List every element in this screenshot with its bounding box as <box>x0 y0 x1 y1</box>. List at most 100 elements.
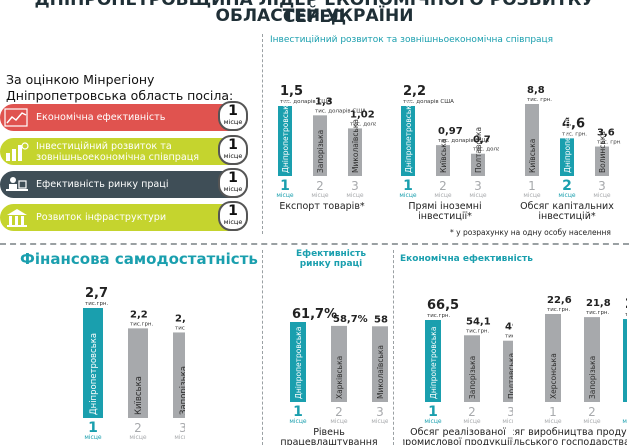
category-label-1: Київська <box>439 139 448 173</box>
rank-unit-2: місце <box>622 418 627 425</box>
chart-title-line-1: працевлаштування <box>280 437 377 445</box>
chart-title-line-0: Рівень <box>313 427 345 438</box>
bar-1 <box>313 115 327 176</box>
rank-number-1: 2 <box>134 421 142 435</box>
chart-title-line-0: Експорт товарів* <box>279 201 365 212</box>
value-label-1: 58,7% <box>333 314 368 325</box>
intro-text: За оцінкою Мінрегіону Дніпропетровська о… <box>6 72 261 104</box>
category-label-1: Запорізька <box>588 356 597 399</box>
rank-unit-2: місце <box>593 192 611 199</box>
unit-label-1: тис.грн. <box>466 328 490 334</box>
unit-label-0: тис. доларів США <box>403 99 454 105</box>
unit-label-0: тис. доларів США <box>280 99 331 105</box>
rank-unit-0: місце <box>544 418 562 425</box>
bar-2 <box>372 326 388 402</box>
bar-0 <box>525 104 539 176</box>
category-label-0: Київська <box>528 139 537 173</box>
bar-0 <box>545 314 561 402</box>
value-label-0: 1,5 <box>280 84 303 99</box>
rank-unit-2: місце <box>174 434 185 441</box>
chart-title-line-1: промислової продукції* <box>403 437 513 445</box>
page-title-line2: ОБЛАСТЕЙ УКРАЇНИ <box>215 6 414 26</box>
footnote: * у розрахунку на одну особу населення <box>450 228 611 237</box>
rank-unit-1: місце <box>129 434 147 441</box>
rank-unit-0: місце <box>276 192 294 199</box>
value-label-1: 4,6 <box>562 116 585 131</box>
rank-unit-0: місце <box>84 434 102 441</box>
rank-unit-2: місце <box>346 192 364 199</box>
rank-unit-2: місце <box>469 192 487 199</box>
category-label-1: Запорізька <box>468 356 477 399</box>
section-title-finance: Фінансова самодостатність <box>20 250 258 268</box>
unit-label-1: тис. грн. <box>562 131 587 137</box>
ranking-economic-efficiency: Економічна ефективність <box>0 104 248 131</box>
unit-label-1: тис. доларів США <box>438 138 489 144</box>
rank-number-2: 3 <box>474 179 482 193</box>
intro-line1: За оцінкою Мінрегіону <box>6 72 155 87</box>
bar-0 <box>290 322 306 402</box>
value-label-0: 22,6 <box>547 295 572 306</box>
rank-number-0: 1 <box>293 404 303 420</box>
ranking-infrastructure: Розвиток інфраструктури <box>0 204 248 231</box>
chart-employment: 61,7%Дніпропетровська1місце58,7%Харківсь… <box>280 307 388 445</box>
bar-1 <box>436 145 450 176</box>
category-label-2: Волинська <box>598 131 607 173</box>
section-title-labor: Ефективність ринку праці <box>296 249 367 269</box>
chart-title-line-1: інвестиції* <box>418 211 472 222</box>
value-label-0: 2,7 <box>85 286 108 301</box>
unit-label-2: тис. доларів США <box>350 121 376 127</box>
chart-title-line-0: Обсяг виробництва продукції <box>513 427 627 438</box>
bar-0 <box>278 106 292 176</box>
category-label-0: Дніпропетровська <box>89 333 99 415</box>
rank-unit-1: місце <box>434 192 452 199</box>
unit-label-0: тис. грн. <box>527 97 552 103</box>
unit-label-1: тис. доларів США <box>315 108 366 114</box>
bar-1 <box>331 325 347 402</box>
value-label-1: 21,8 <box>586 298 611 309</box>
chart-title-line-0: Прямі іноземні <box>408 201 481 212</box>
intro-line2: Дніпропетровська область посіла: <box>6 88 234 103</box>
ranking-labor-market: Ефективність ринку праці <box>0 171 248 198</box>
category-label-1: Харківська <box>335 356 344 399</box>
category-label-0: Дніпропетровська <box>281 101 290 173</box>
value-label-2: 0,7 <box>473 135 491 146</box>
value-label-1: 54,1 <box>466 316 491 327</box>
bar-2 <box>173 332 185 418</box>
rank-badge: 1 місце <box>218 168 248 198</box>
category-label-1: Запорізька <box>316 130 325 173</box>
unit-label-0: тис.грн. <box>547 307 571 313</box>
rank-number-0: 1 <box>88 420 98 436</box>
rank-number-2: 3 <box>598 179 606 193</box>
rank-unit-0: місце <box>399 192 417 199</box>
unit-label-2: тис. доларів США <box>473 147 499 153</box>
unit-label-2: тис.грн. <box>175 325 185 331</box>
value-label-2: 1,02 <box>350 109 375 120</box>
rank-unit-1: місце <box>583 418 601 425</box>
section-title-investment: Інвестиційний розвиток та зовнішньоеконо… <box>270 35 554 45</box>
chart-title-line-0: Обсяг реалізованої <box>410 427 506 438</box>
rank-number-0: 1 <box>403 178 413 194</box>
rankings-list: Економічна ефективність 1 місце Інвестиц… <box>0 101 262 234</box>
bar-2 <box>348 128 362 176</box>
rank-number-1: 2 <box>588 405 596 419</box>
worker-desk-icon <box>6 176 28 191</box>
bar-2 <box>595 146 609 176</box>
unit-label-2: тис.грн. <box>505 334 513 340</box>
building-icon <box>7 208 27 227</box>
rank-number-1: 2 <box>316 179 324 193</box>
rank-unit-2: місце <box>502 418 513 425</box>
ranking-label: Економічна ефективність <box>36 112 166 123</box>
divider-vertical-bottom-right <box>393 250 394 445</box>
category-label-2: Полтавська <box>507 353 513 399</box>
rank-number-1: 2 <box>562 178 572 194</box>
category-label-0: Дніпропетровська <box>294 327 303 399</box>
growth-chart-icon <box>4 107 28 127</box>
rank-number-1: 2 <box>468 405 476 419</box>
unit-label-0: тис.грн. <box>85 301 109 307</box>
divider-vertical-top <box>262 34 263 234</box>
rank-number-2: 3 <box>626 404 627 420</box>
value-label-2: 49,7 <box>505 322 513 333</box>
category-label-2: Миколаївська <box>351 119 360 173</box>
ranking-investment: Інвестиційний розвиток та зовнішньоеконо… <box>0 138 248 165</box>
divider-vertical-bottom-left <box>262 250 263 445</box>
